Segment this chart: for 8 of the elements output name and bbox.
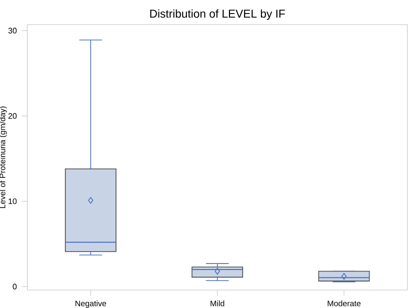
- y-tick-label: 10: [8, 198, 17, 204]
- x-tick-label: Negative: [76, 300, 106, 308]
- x-tick-label: Moderate: [328, 300, 361, 306]
- y-tick-label: 20: [8, 113, 17, 119]
- x-tick-label: Mild: [210, 300, 224, 306]
- chart-title: Distribution of LEVEL by IF: [150, 9, 285, 20]
- y-tick-label: 30: [8, 28, 17, 34]
- y-tick-label: 0: [12, 284, 17, 290]
